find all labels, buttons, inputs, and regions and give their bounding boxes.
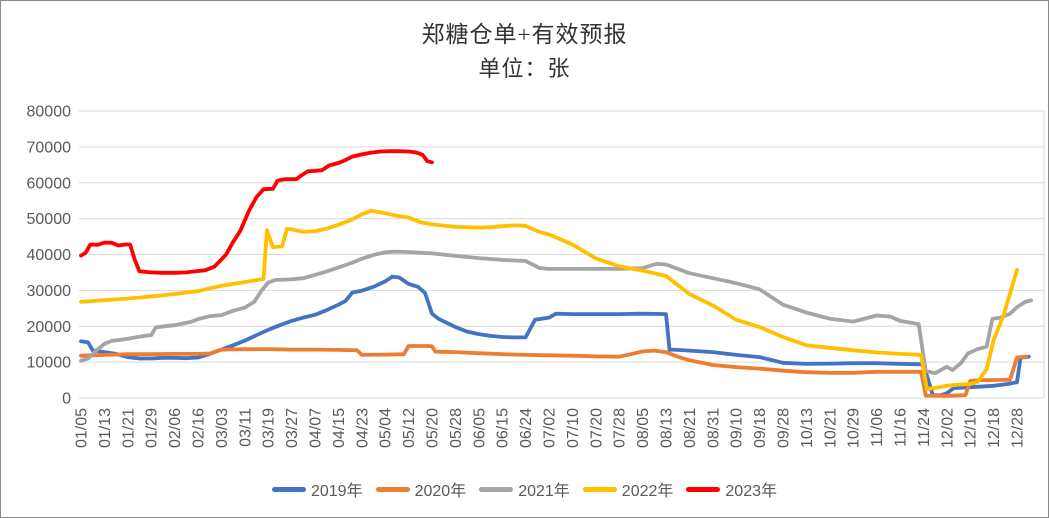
x-tick-label: 05/04 [378,408,395,448]
legend-item-2022年: 2022年 [582,477,674,501]
legend-swatch [375,486,410,492]
series-line-2023年 [79,149,434,275]
x-tick-label: 12/28 [1010,408,1027,448]
x-tick-label: 03/11 [237,408,254,447]
x-tick-label: 04/23 [354,408,371,448]
legend-swatch [479,486,514,492]
y-tick-label: 30000 [27,283,72,300]
series-line-2020年 [79,344,1029,398]
x-tick-label: 05/28 [448,408,465,448]
chart-title: 郑糖仓单+有效预报 [421,22,628,47]
chart-subtitle: 单位：张 [478,56,571,81]
legend-swatch [686,486,721,492]
x-tick-label: 12/02 [939,408,956,448]
x-tick-label: 02/06 [167,408,184,448]
y-tick-label: 10000 [27,355,72,372]
x-tick-label: 09/18 [752,408,769,448]
x-tick-label: 08/13 [659,408,676,448]
legend-item-2023年: 2023年 [686,477,777,501]
x-tick-label: 10/13 [799,408,816,448]
series-line-2022年 [79,208,1019,391]
x-tick-label: 09/10 [729,408,746,448]
x-tick-label: 02/16 [191,408,208,448]
x-tick-label: 07/20 [588,408,605,448]
series-line-2021年 [79,249,1033,376]
x-tick-label: 03/19 [261,408,278,448]
y-tick-label: 80000 [27,104,72,121]
x-tick-label: 06/24 [518,408,535,448]
x-tick-label: 11/16 [893,408,910,447]
legend-label: 2019年 [310,483,363,500]
x-tick-label: 01/21 [120,408,137,448]
x-tick-label: 06/15 [495,408,512,448]
x-tick-label: 10/21 [822,408,839,448]
x-tick-label: 07/02 [542,408,559,448]
x-tick-label: 01/05 [74,408,91,448]
x-tick-label: 03/03 [214,408,231,448]
x-tick-label: 09/28 [776,408,793,448]
x-tick-label: 04/15 [331,408,348,448]
x-tick-label: 01/13 [97,408,114,448]
y-tick-label: 60000 [27,175,72,192]
legend: 2019年 2020年 2021年 2022年 2023年 [1,477,1048,501]
legend-item-2020年: 2020年 [375,477,467,501]
x-tick-label: 03/27 [284,408,301,448]
y-tick-label: 70000 [27,139,72,156]
x-tick-label: 07/10 [565,408,582,448]
x-tick-label: 12/10 [963,408,980,448]
x-tick-label: 08/31 [705,408,722,448]
x-tick-label: 11/06 [869,408,886,447]
x-tick-label: 06/05 [471,408,488,448]
legend-swatch [271,486,306,492]
x-tick-label: 01/29 [144,408,161,448]
legend-swatch [582,486,617,492]
legend-item-2019年: 2019年 [271,477,363,501]
x-tick-label: 12/18 [986,408,1003,448]
legend-label: 2021年 [518,483,570,500]
x-tick-label: 08/05 [635,408,652,448]
legend-item-2021年: 2021年 [479,477,570,501]
y-tick-label: 20000 [27,319,72,336]
x-tick-label: 05/12 [401,408,418,448]
legend-label: 2022年 [621,483,674,500]
legend-label: 2023年 [725,483,778,500]
y-tick-label: 0 [62,391,71,408]
x-tick-label: 11/24 [916,408,933,447]
x-tick-label: 08/21 [682,408,699,448]
x-tick-label: 04/07 [308,408,325,448]
y-tick-label: 40000 [27,247,72,264]
x-tick-label: 10/29 [846,408,863,448]
y-tick-label: 50000 [27,211,72,228]
x-tick-label: 07/28 [612,408,629,448]
legend-label: 2020年 [414,483,467,500]
x-tick-label: 05/20 [425,408,442,448]
series-line-2019年 [79,274,1031,398]
